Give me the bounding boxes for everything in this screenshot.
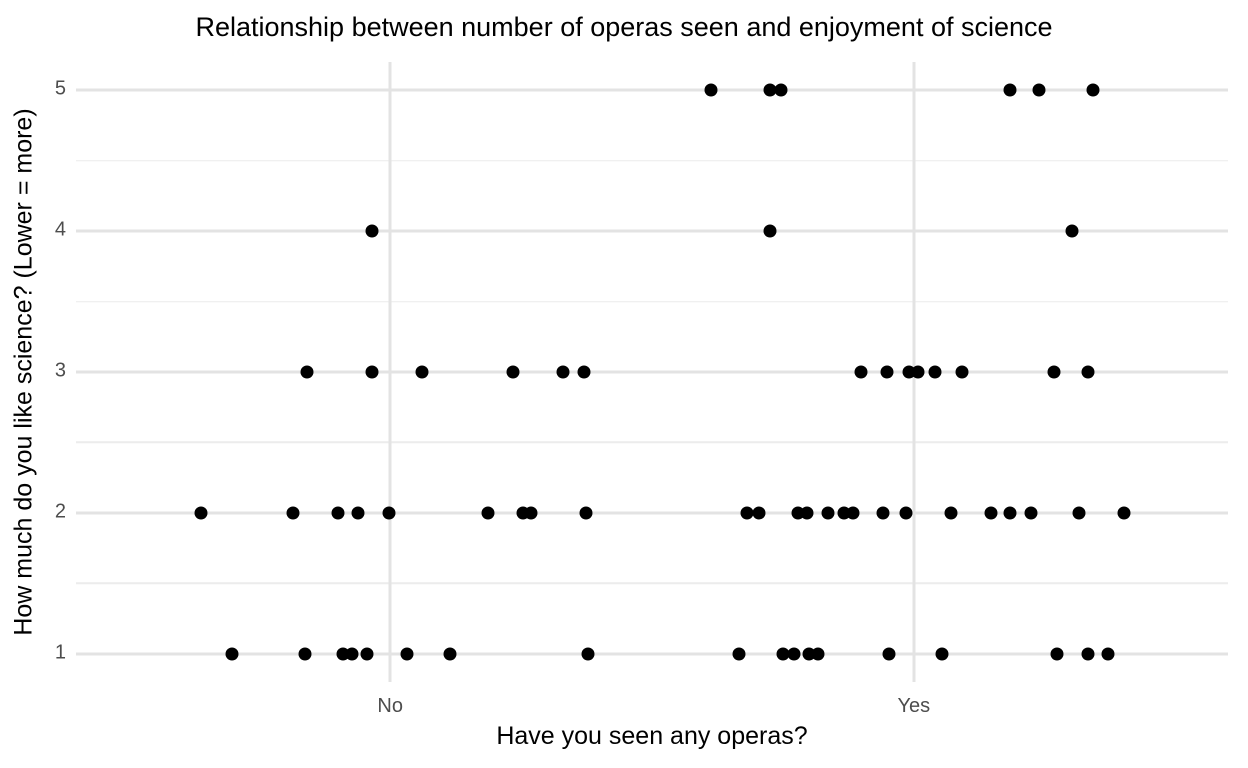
data-point	[577, 365, 591, 379]
data-point	[1117, 506, 1131, 520]
data-point	[351, 506, 365, 520]
data-point	[365, 224, 379, 238]
y-minor-gridline	[76, 300, 1228, 303]
y-major-gridline	[76, 229, 1228, 233]
data-point	[286, 506, 300, 520]
data-point	[1081, 647, 1095, 661]
y-major-gridline	[76, 511, 1228, 515]
data-point	[763, 83, 777, 97]
data-point	[752, 506, 766, 520]
y-minor-gridline	[76, 159, 1228, 162]
y-major-gridline	[76, 652, 1228, 656]
data-point	[935, 647, 949, 661]
data-point	[1047, 365, 1061, 379]
data-point	[984, 506, 998, 520]
data-point	[415, 365, 429, 379]
data-point	[1081, 365, 1095, 379]
data-point	[911, 365, 925, 379]
data-point	[298, 647, 312, 661]
data-point	[763, 224, 777, 238]
data-point	[821, 506, 835, 520]
data-point	[811, 647, 825, 661]
data-point	[1024, 506, 1038, 520]
y-major-gridline	[76, 88, 1228, 92]
data-point	[360, 647, 374, 661]
data-point	[1072, 506, 1086, 520]
data-point	[882, 647, 896, 661]
y-tick-label: 4	[54, 218, 66, 241]
data-point	[846, 506, 860, 520]
data-point	[365, 365, 379, 379]
chart-title: Relationship between number of operas se…	[195, 12, 1053, 42]
data-point	[300, 365, 314, 379]
data-point	[345, 647, 359, 661]
x-tick-label: Yes	[897, 695, 931, 717]
y-tick-label: 5	[54, 77, 66, 100]
data-point	[732, 647, 746, 661]
data-point	[581, 647, 595, 661]
data-point	[194, 506, 208, 520]
data-point	[776, 647, 790, 661]
x-major-gridline	[388, 62, 392, 682]
data-point	[481, 506, 495, 520]
x-axis-title: Have you seen any operas?	[496, 722, 808, 750]
data-point	[382, 506, 396, 520]
data-point	[944, 506, 958, 520]
data-point	[1050, 647, 1064, 661]
data-point	[880, 365, 894, 379]
data-point	[331, 506, 345, 520]
y-minor-gridline	[76, 441, 1228, 444]
data-point	[704, 83, 718, 97]
data-point	[854, 365, 868, 379]
data-point	[506, 365, 520, 379]
data-point	[225, 647, 239, 661]
data-point	[928, 365, 942, 379]
data-point	[1003, 506, 1017, 520]
data-point	[579, 506, 593, 520]
y-tick-label: 1	[54, 641, 66, 664]
y-tick-label: 3	[54, 359, 66, 382]
x-tick-label: No	[377, 695, 403, 717]
y-tick-label: 2	[54, 500, 66, 523]
data-point	[556, 365, 570, 379]
data-point	[800, 506, 814, 520]
data-point	[740, 506, 754, 520]
data-point	[1003, 83, 1017, 97]
plot-panel	[76, 62, 1228, 682]
data-point	[899, 506, 913, 520]
data-point	[400, 647, 414, 661]
data-point	[1032, 83, 1046, 97]
data-point	[955, 365, 969, 379]
data-point	[443, 647, 457, 661]
data-point	[876, 506, 890, 520]
data-point	[1065, 224, 1079, 238]
y-minor-gridline	[76, 582, 1228, 585]
data-point	[774, 83, 788, 97]
data-point	[787, 647, 801, 661]
data-point	[1101, 647, 1115, 661]
data-point	[524, 506, 538, 520]
y-major-gridline	[76, 370, 1228, 374]
data-point	[1086, 83, 1100, 97]
